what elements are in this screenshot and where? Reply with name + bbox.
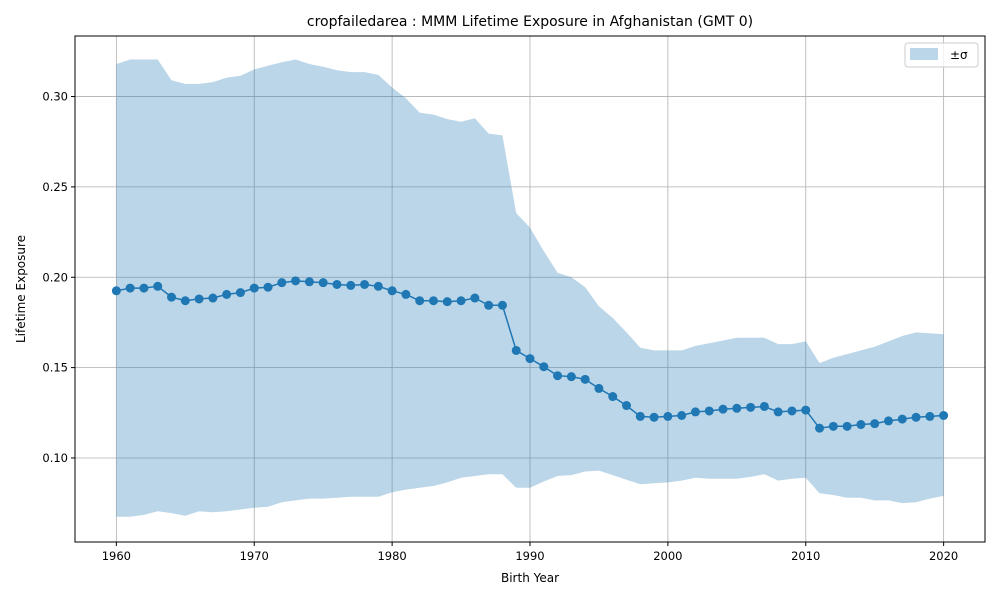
y-tick-label: 0.20 — [42, 270, 68, 284]
data-point — [153, 281, 163, 291]
data-point — [842, 421, 852, 431]
x-tick-label: 2010 — [791, 549, 820, 563]
data-point — [635, 411, 645, 421]
data-point — [746, 402, 756, 412]
x-tick-label: 1990 — [515, 549, 544, 563]
data-point — [415, 296, 425, 306]
data-point — [773, 407, 783, 417]
y-tick-label: 0.10 — [42, 451, 68, 465]
data-point — [139, 283, 149, 293]
data-point — [759, 401, 769, 411]
data-point — [304, 277, 314, 287]
data-point — [663, 411, 673, 421]
data-point — [332, 279, 342, 289]
data-point — [401, 289, 411, 299]
data-point — [718, 404, 728, 414]
legend-box — [904, 42, 979, 68]
data-point — [801, 405, 811, 415]
data-point — [580, 374, 590, 384]
data-point — [194, 294, 204, 304]
legend-swatch — [910, 48, 938, 60]
data-point — [870, 419, 880, 429]
data-point — [291, 276, 301, 286]
data-point — [125, 283, 135, 293]
data-point — [566, 372, 576, 382]
sigma-band — [116, 59, 944, 517]
data-point — [677, 411, 687, 420]
data-point — [525, 354, 535, 364]
y-tick-label: 0.25 — [42, 180, 68, 194]
data-point — [318, 278, 328, 288]
data-point — [180, 296, 190, 306]
data-point — [511, 345, 521, 355]
chart-title: cropfailedarea : MMM Lifetime Exposure i… — [307, 14, 753, 30]
data-point — [277, 278, 287, 288]
data-point — [249, 283, 259, 293]
data-point — [594, 383, 604, 393]
x-tick-label: 1960 — [102, 549, 131, 563]
data-point — [732, 403, 742, 413]
data-point — [649, 412, 659, 422]
data-point — [222, 289, 232, 299]
data-point — [911, 412, 921, 422]
data-point — [622, 401, 632, 411]
data-point — [897, 414, 907, 424]
data-point — [484, 300, 494, 310]
data-point — [456, 296, 466, 306]
x-tick-label: 2000 — [653, 549, 682, 563]
data-point — [608, 392, 618, 402]
data-point — [497, 300, 507, 310]
x-tick-label: 2020 — [929, 549, 958, 563]
legend: ±σ — [904, 42, 979, 68]
data-point — [346, 280, 356, 290]
x-tick-label: 1970 — [240, 549, 269, 563]
data-point — [167, 292, 177, 302]
data-point — [704, 406, 714, 416]
y-axis-ticks: 0.10 0.15 0.20 0.25 0.30 — [42, 90, 75, 465]
data-point — [387, 286, 397, 296]
data-point — [856, 420, 866, 430]
legend-label: ±σ — [950, 48, 968, 62]
data-point — [539, 362, 549, 372]
data-point — [208, 293, 218, 303]
data-point — [235, 288, 245, 298]
y-axis-label: Lifetime Exposure — [14, 235, 28, 343]
data-point — [428, 296, 438, 306]
y-tick-label: 0.30 — [42, 90, 68, 104]
data-point — [690, 407, 700, 417]
data-point — [470, 293, 480, 303]
data-point — [939, 411, 949, 420]
x-tick-label: 1980 — [377, 549, 406, 563]
data-point — [787, 406, 797, 416]
data-point — [883, 416, 893, 426]
data-point — [553, 371, 563, 381]
data-point — [828, 421, 838, 431]
data-point — [815, 423, 825, 433]
data-point — [263, 282, 273, 292]
x-axis-ticks: 1960 1970 1980 1990 2000 2010 2020 — [102, 542, 958, 563]
data-point — [111, 286, 121, 296]
series-points — [111, 276, 949, 433]
data-point — [925, 411, 935, 421]
y-tick-label: 0.15 — [42, 361, 68, 375]
data-point — [360, 279, 370, 289]
x-axis-label: Birth Year — [501, 571, 559, 585]
data-point — [373, 281, 383, 291]
data-point — [442, 297, 452, 307]
